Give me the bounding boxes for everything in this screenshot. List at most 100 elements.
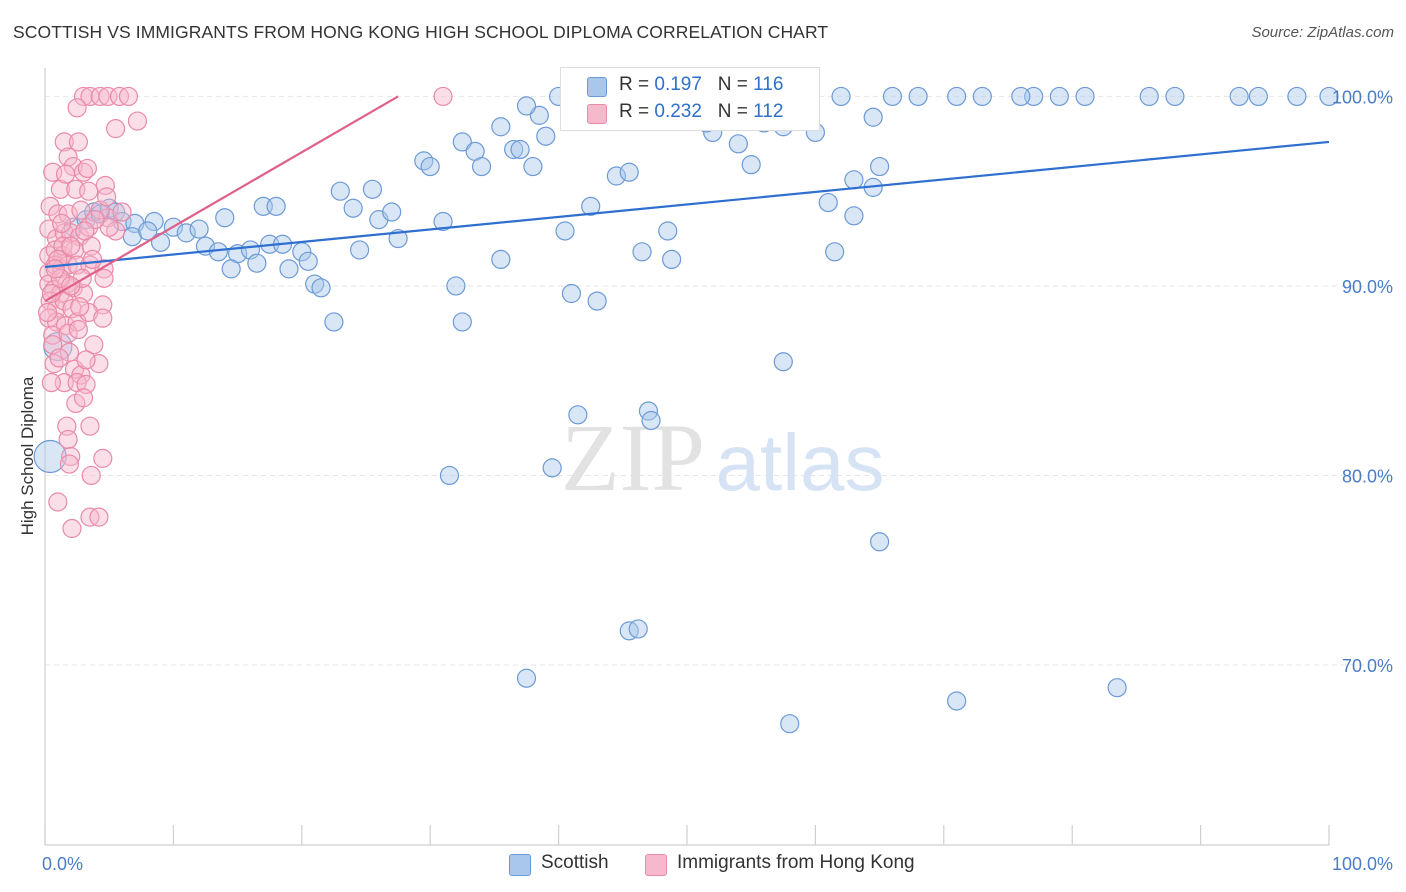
scottish-point (189, 219, 209, 239)
r-label: R = (619, 101, 655, 122)
hong-kong-point (79, 181, 99, 201)
scottish-point (741, 155, 761, 175)
scottish-point (504, 139, 524, 160)
hong-kong-point (73, 388, 94, 408)
r-label: R = (619, 74, 655, 95)
hong-kong-point (52, 213, 72, 233)
scottish-point (452, 132, 472, 152)
hong-kong-point (58, 323, 78, 343)
scottish-point (516, 668, 537, 688)
scottish-point (516, 96, 537, 116)
hong-kong-point (77, 158, 97, 179)
hong-kong-point (90, 86, 110, 107)
scottish-point (1165, 86, 1185, 107)
scottish-point (150, 232, 171, 252)
scottish-point (632, 242, 652, 262)
y-tick-label: 90.0% (1342, 277, 1393, 297)
scottish-point (972, 86, 992, 107)
x-tick-label: 100.0% (1332, 854, 1393, 874)
scottish-point (561, 283, 582, 304)
scottish-point (523, 156, 543, 177)
scottish-point (452, 312, 472, 332)
hong-kong-point (55, 316, 76, 336)
scottish-point (581, 196, 601, 216)
scottish-point (628, 619, 648, 639)
hong-kong-point (48, 492, 68, 512)
scottish-point (446, 276, 466, 296)
hong-kong-point (63, 156, 83, 177)
scottish-point (831, 86, 851, 107)
scottish-point (491, 249, 511, 270)
hong-kong-point (59, 454, 79, 474)
legend-label-scottish: Scottish (541, 852, 609, 873)
hong-kong-point (68, 132, 88, 152)
hong-kong-point (81, 465, 101, 486)
trend-line-hong-kong (44, 95, 399, 303)
y-tick-label: 80.0% (1342, 466, 1393, 486)
hong-kong-point (89, 507, 109, 527)
scottish-point (311, 278, 331, 298)
scottish-point (947, 86, 967, 107)
scottish-point (882, 86, 903, 107)
scottish-point (869, 156, 890, 177)
scottish-point (844, 170, 864, 190)
scottish-point (542, 458, 562, 478)
r-value: 0.197 (654, 74, 702, 95)
scottish-point (144, 211, 164, 232)
hong-kong-point (80, 416, 100, 436)
hong-kong-point (433, 86, 453, 107)
scottish-point (606, 166, 626, 186)
scottish-point (382, 202, 402, 222)
hong-kong-point (37, 302, 58, 323)
scottish-point (1139, 86, 1159, 107)
y-tick-label: 100.0% (1332, 87, 1393, 107)
scottish-point (1107, 678, 1127, 698)
hong-kong-point (45, 259, 65, 279)
hong-kong-point (112, 202, 132, 222)
scottish-point (208, 242, 228, 262)
scottish-point (1049, 86, 1069, 107)
scottish-point (266, 196, 286, 216)
scottish-point (1075, 86, 1095, 107)
hong-kong-point (68, 319, 88, 340)
scottish-point (247, 253, 267, 273)
legend-swatch-scottish (509, 854, 531, 876)
scottish-point (555, 221, 575, 241)
scottish-point (568, 405, 588, 425)
scottish-point (433, 211, 453, 232)
y-tick-label: 70.0% (1342, 656, 1393, 676)
scottish-point (641, 410, 661, 431)
scottish-point (1287, 86, 1307, 107)
scottish-point (1248, 86, 1268, 107)
n-label: N = (717, 74, 754, 95)
hong-kong-point (50, 268, 71, 288)
scottish-point (215, 208, 235, 228)
scottish-point (343, 198, 363, 218)
scottish-point (780, 714, 800, 734)
scottish-point (619, 162, 639, 182)
scottish-point (1011, 86, 1031, 107)
x-tick-label: 0.0% (42, 854, 83, 874)
legend-swatch-hong-kong (587, 104, 607, 124)
scottish-point (947, 691, 967, 711)
scottish-point (420, 156, 440, 177)
scottish-point (439, 465, 460, 486)
hong-kong-point (127, 111, 148, 131)
scottish-point (908, 86, 928, 107)
scottish-point (176, 223, 196, 243)
watermark-zip: ZIP (561, 404, 705, 511)
hong-kong-point (62, 518, 82, 539)
hong-kong-point (94, 268, 114, 288)
hong-kong-point (73, 86, 94, 107)
hong-kong-point (41, 283, 62, 304)
series-hong-kong (37, 86, 588, 539)
hong-kong-point (58, 429, 78, 450)
hong-kong-point (93, 448, 113, 468)
stats-legend: R = 0.197 N = 116 R = 0.232 N = 112 (560, 67, 820, 131)
hong-kong-point (70, 297, 90, 317)
scottish-point (825, 242, 845, 262)
gridlines (45, 95, 1390, 666)
axes (44, 68, 1330, 846)
scottish-point (658, 221, 678, 241)
